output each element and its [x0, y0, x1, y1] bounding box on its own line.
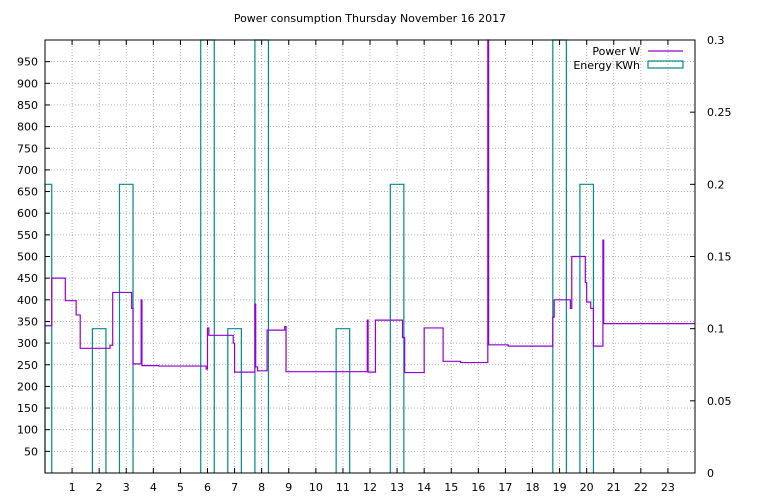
x-tick-label: 7	[231, 481, 238, 494]
y-tick-label: 200	[17, 380, 38, 393]
x-tick-label: 5	[177, 481, 184, 494]
x-tick-label: 14	[417, 481, 431, 494]
y-tick-label: 250	[17, 359, 38, 372]
energy-bar	[91, 328, 107, 473]
energy-bars	[44, 39, 595, 473]
energy-bar	[335, 328, 351, 473]
y2-tick-label: 0.3	[707, 34, 725, 47]
grid-layer	[45, 40, 695, 473]
x-tick-label: 16	[471, 481, 485, 494]
y2-tick-label: 0.15	[707, 251, 732, 264]
tick-layer: 1 2 3 4 5 6 7 8 9 10 11 12 13 14 15 16 17 18 19 20 21 22 23501…	[17, 34, 732, 494]
x-tick-label: 13	[390, 481, 404, 494]
y-tick-label: 550	[17, 229, 38, 242]
power-line	[45, 39, 695, 374]
x-tick-label: 1	[69, 481, 76, 494]
legend: Power W Energy KWh	[573, 45, 684, 72]
y2-tick-label: 0	[707, 467, 714, 480]
x-tick-label: 20	[580, 481, 594, 494]
x-tick-label: 8	[258, 481, 265, 494]
y-tick-label: 650	[17, 186, 38, 199]
y-tick-label: 600	[17, 207, 38, 220]
x-tick-label: 9	[285, 481, 292, 494]
x-tick-label: 2	[96, 481, 103, 494]
x-tick-label: 18	[526, 481, 540, 494]
x-tick-label: 6	[204, 481, 211, 494]
x-tick-label: 23	[661, 481, 675, 494]
x-tick-label: 3	[123, 481, 130, 494]
y2-tick-label: 0.2	[707, 178, 725, 191]
y-tick-label: 750	[17, 142, 38, 155]
y-tick-label: 500	[17, 251, 38, 264]
x-tick-label: 17	[498, 481, 512, 494]
y-tick-label: 950	[17, 56, 38, 69]
y-tick-label: 150	[17, 402, 38, 415]
y2-tick-label: 0.25	[707, 106, 732, 119]
x-tick-label: 11	[336, 481, 350, 494]
energy-bar	[389, 183, 405, 473]
y-tick-label: 900	[17, 77, 38, 90]
legend-swatch-energy	[647, 60, 684, 69]
y2-tick-label: 0.1	[707, 323, 725, 336]
y-tick-label: 100	[17, 424, 38, 437]
x-tick-label: 12	[363, 481, 377, 494]
y-tick-label: 300	[17, 337, 38, 350]
y-tick-label: 850	[17, 99, 38, 112]
chart-title: Power consumption Thursday November 16 2…	[234, 12, 506, 25]
x-tick-label: 10	[309, 481, 323, 494]
y-tick-label: 400	[17, 294, 38, 307]
y-tick-label: 800	[17, 121, 38, 134]
x-tick-label: 21	[607, 481, 621, 494]
legend-label-energy: Energy KWh	[573, 59, 640, 72]
power-series	[45, 39, 695, 374]
y-tick-label: 350	[17, 315, 38, 328]
legend-label-power: Power W	[592, 45, 640, 58]
plot-frame	[44, 39, 696, 474]
x-tick-label: 4	[150, 481, 157, 494]
energy-bar	[227, 328, 242, 473]
x-tick-label: 19	[553, 481, 567, 494]
y-tick-label: 50	[24, 445, 38, 458]
y-tick-label: 700	[17, 164, 38, 177]
x-tick-label: 22	[634, 481, 648, 494]
y2-tick-label: 0.05	[707, 395, 732, 408]
y-tick-label: 450	[17, 272, 38, 285]
x-tick-label: 15	[444, 481, 458, 494]
